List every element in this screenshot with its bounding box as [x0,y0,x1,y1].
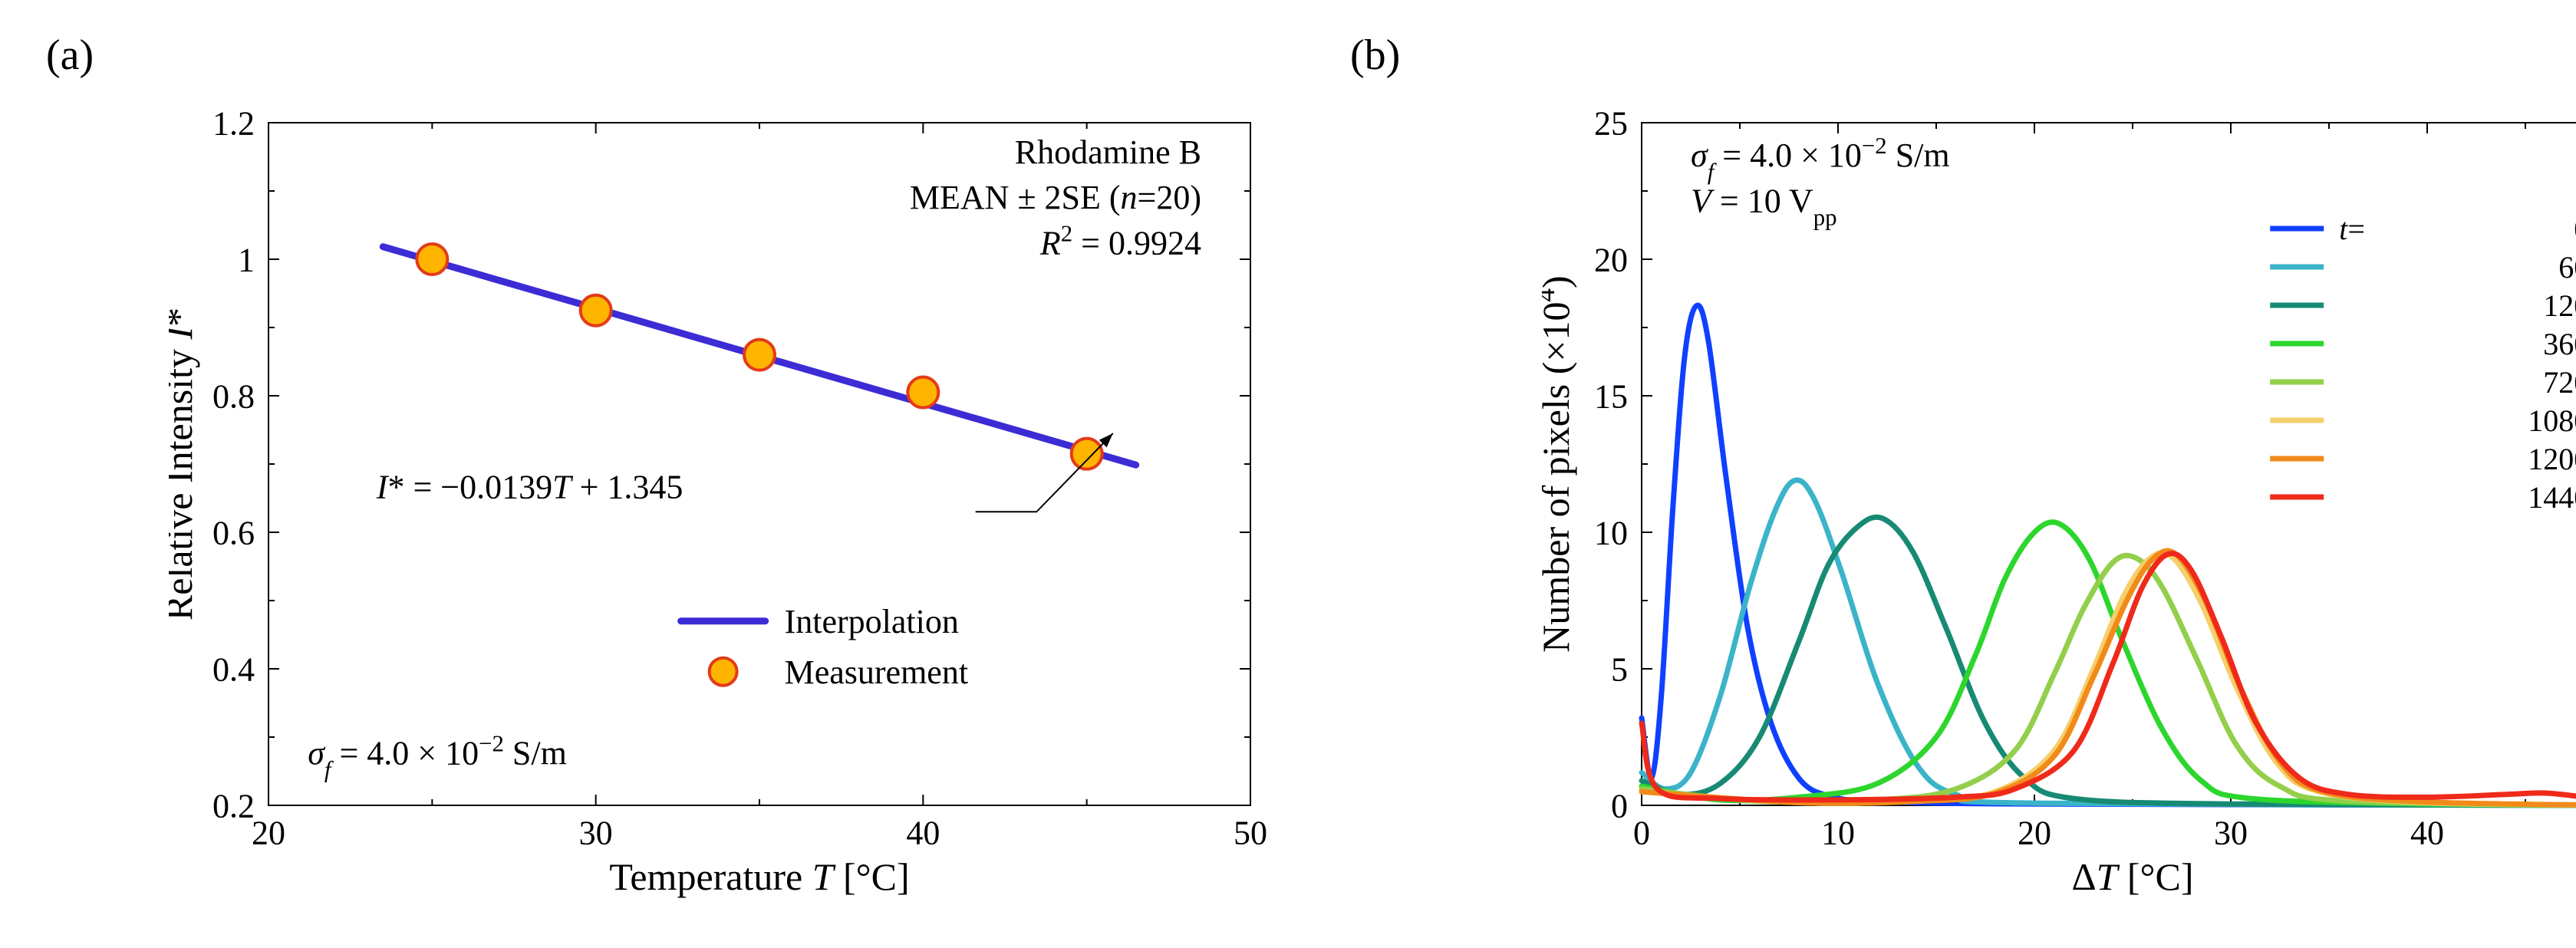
svg-text:MEAN ± 2SE (n=20): MEAN ± 2SE (n=20) [910,179,1201,216]
svg-text:5: 5 [1611,650,1628,688]
svg-text:360 s: 360 s [2543,327,2576,361]
svg-text:0.8: 0.8 [212,377,255,415]
svg-text:40: 40 [906,815,940,852]
svg-text:120 s: 120 s [2543,288,2576,323]
panel-b-label: (b) [1350,31,1400,80]
panel-b-plot-wrap: 010203040500510152025ΔT [°C]Number of pi… [1542,107,2576,920]
svg-text:Rhodamine B: Rhodamine B [1015,133,1201,171]
svg-text:0.2: 0.2 [212,787,255,825]
svg-text:30: 30 [579,815,613,852]
svg-text:50: 50 [1234,815,1267,852]
svg-text:0: 0 [1633,815,1650,852]
panel-b: (b) 010203040500510152025ΔT [°C]Number o… [1350,31,2576,917]
svg-text:1080 s: 1080 s [2528,403,2576,438]
svg-text:Interpolation: Interpolation [785,603,959,640]
svg-text:R2 = 0.9924: R2 = 0.9924 [1039,221,1201,262]
svg-text:ΔT [°C]: ΔT [°C] [2071,855,2193,898]
panel-a: (a) 20 30 40 50 0.2 0.4 0.6 0.8 1 1.2 Temperature … [46,31,1350,917]
svg-text:30: 30 [2214,815,2248,852]
svg-text:1: 1 [238,241,255,278]
svg-text:0.6: 0.6 [212,514,255,551]
svg-text:10: 10 [1594,514,1628,551]
panel-b-svg: 010203040500510152025ΔT [°C]Number of pi… [1542,107,2576,920]
svg-text:1.2: 1.2 [212,107,255,142]
svg-text:σf = 4.0 × 10−2 S/m: σf = 4.0 × 10−2 S/m [1691,133,1950,185]
svg-text:10: 10 [1821,815,1855,852]
svg-text:60 s: 60 s [2558,250,2576,285]
svg-text:t=: t= [2339,212,2365,246]
panel-a-plot-wrap: 20 30 40 50 0.2 0.4 0.6 0.8 1 1.2 Temperature T [°… [169,107,1281,920]
svg-text:Temperature T [°C]: Temperature T [°C] [609,855,909,898]
svg-text:720 s: 720 s [2543,365,2576,400]
svg-text:15: 15 [1594,377,1628,415]
svg-text:Measurement: Measurement [785,653,968,691]
svg-text:Number of pixels (×104): Number of pixels (×104) [1542,275,1577,652]
svg-text:25: 25 [1594,107,1628,142]
svg-text:20: 20 [252,815,285,852]
svg-text:40: 40 [2410,815,2444,852]
svg-text:σf = 4.0 × 10−2 S/m: σf = 4.0 × 10−2 S/m [308,731,567,783]
figure-root: (a) 203040500.20.40.60.811.2Temperature … [0,0,2576,948]
svg-text:0: 0 [1611,787,1628,825]
svg-text:Relative Intensity I*: Relative Intensity I* [169,308,200,620]
svg-text:0.4: 0.4 [212,650,255,688]
svg-text:20: 20 [2018,815,2051,852]
panel-a-label: (a) [46,31,94,80]
svg-text:I* = −0.0139T + 1.345: I* = −0.0139T + 1.345 [376,469,684,506]
svg-text:V = 10 Vpp: V = 10 Vpp [1691,183,1836,231]
svg-text:1440 s: 1440 s [2528,480,2576,515]
svg-text:20: 20 [1594,241,1628,278]
svg-text:1200 s: 1200 s [2528,442,2576,476]
panel-a-svg: 20 30 40 50 0.2 0.4 0.6 0.8 1 1.2 Temperature T [°… [169,107,1281,920]
